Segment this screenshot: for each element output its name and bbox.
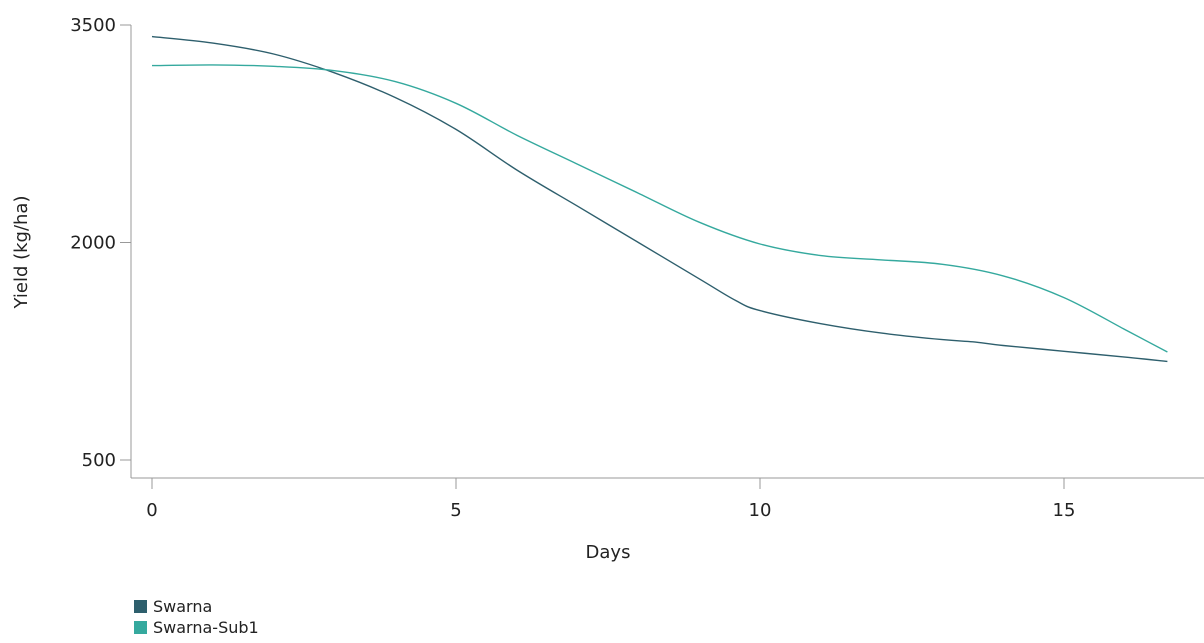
legend-item-swarna[interactable]: Swarna [134, 596, 259, 617]
legend-swatch-swarna-sub1 [134, 621, 147, 634]
series-line-swarna-sub1[interactable] [151, 64, 1168, 353]
axes: 500 2000 3500 0 5 10 15 [70, 15, 1204, 521]
y-tick-label: 500 [82, 450, 116, 471]
legend-item-swarna-sub1[interactable]: Swarna-Sub1 [134, 617, 259, 638]
x-tick-label: 15 [1053, 500, 1076, 521]
y-axis-title: Yield (kg/ha) [11, 196, 32, 310]
legend: Swarna Swarna-Sub1 [134, 596, 259, 638]
series-group [151, 35, 1168, 363]
y-tick-label: 3500 [70, 15, 116, 36]
series-line-swarna[interactable] [151, 35, 1168, 363]
legend-label-swarna: Swarna [153, 597, 213, 616]
x-tick-label: 0 [146, 500, 157, 521]
y-tick-label: 2000 [70, 233, 116, 254]
x-tick-label: 10 [749, 500, 772, 521]
x-axis-title: Days [586, 542, 631, 563]
legend-label-swarna-sub1: Swarna-Sub1 [153, 618, 259, 637]
x-tick-label: 5 [450, 500, 461, 521]
legend-swatch-swarna [134, 600, 147, 613]
